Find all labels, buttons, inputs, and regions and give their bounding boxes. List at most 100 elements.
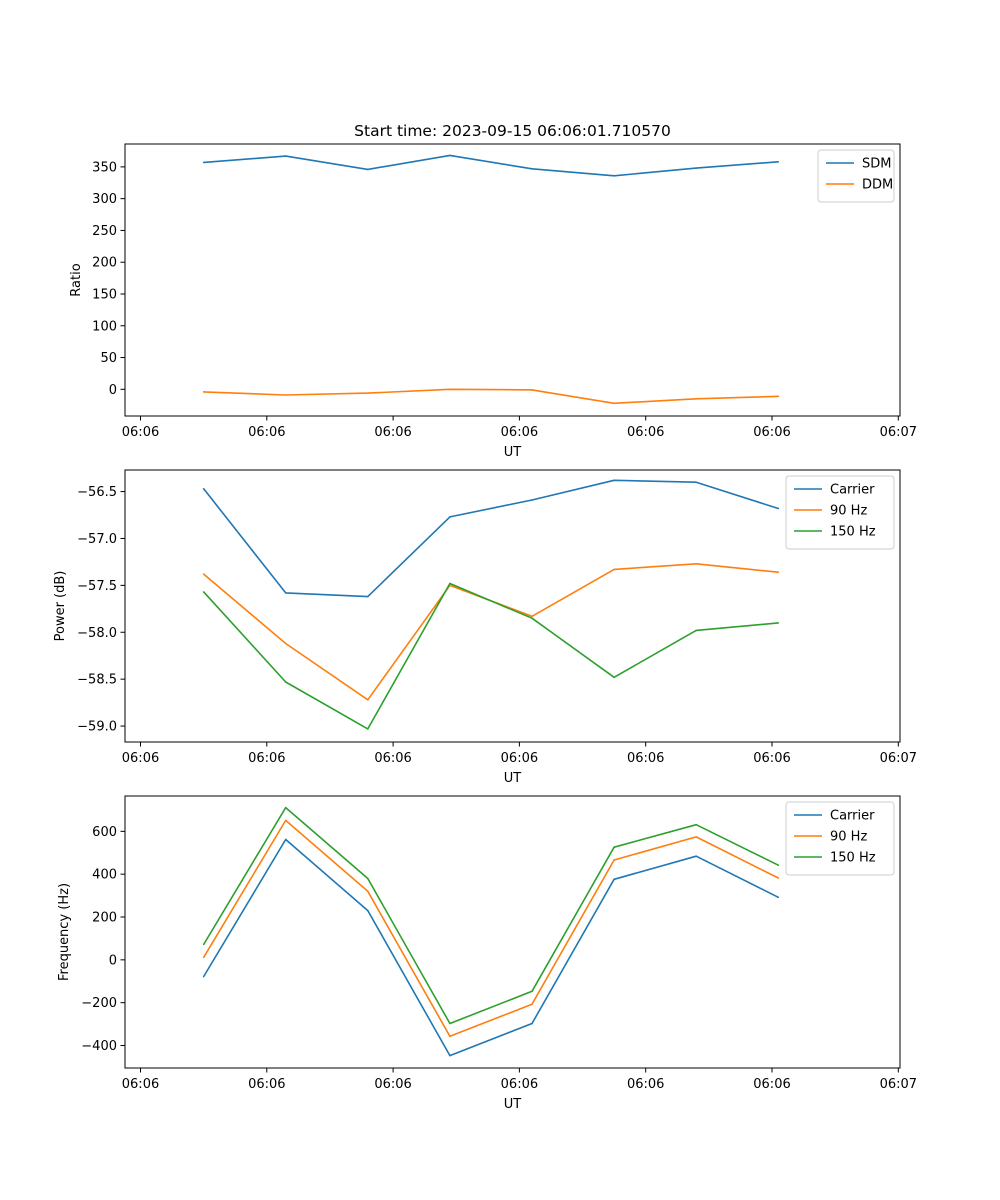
x-tick-label: 06:06 [501, 1077, 538, 1092]
x-tick-label: 06:06 [122, 1077, 159, 1092]
data-point [695, 562, 698, 565]
series-line-90-hz [203, 819, 779, 1038]
legend: Carrier 90 Hz 150 Hz [785, 801, 895, 876]
data-point [695, 855, 698, 857]
data-point [449, 582, 451, 585]
data-point [367, 392, 369, 394]
data-point [284, 806, 287, 809]
legend-label: Carrier [830, 483, 875, 498]
y-tick-label: −58.0 [77, 626, 117, 641]
data-point [777, 877, 780, 879]
legend-label: 90 Hz [830, 504, 867, 519]
data-point [449, 154, 451, 157]
y-tick-label: 150 [92, 287, 117, 302]
x-axis-label: UT [504, 1097, 522, 1112]
chart-title: Start time: 2023-09-15 06:06:01.710570 [354, 122, 671, 140]
data-point [613, 859, 615, 861]
data-point [531, 167, 533, 170]
data-point [695, 836, 698, 838]
data-point [777, 896, 780, 899]
data-point [695, 823, 698, 826]
x-tick-label: 06:06 [627, 1077, 664, 1092]
data-point [449, 1054, 451, 1057]
x-tick-label: 06:06 [753, 1077, 790, 1092]
data-point [613, 174, 615, 177]
x-tick-label: 06:07 [880, 425, 917, 440]
data-point [531, 990, 533, 993]
data-point [367, 728, 369, 730]
y-tick-label: −56.5 [77, 485, 117, 500]
y-tick-label: −59.0 [77, 720, 117, 735]
data-point [695, 167, 698, 169]
data-point [531, 389, 533, 391]
chart-panel-2: 06:06 06:06 06:06 06:06 06:06 06:06 06:07 −59.0… [53, 469, 917, 786]
y-tick-label: −200 [81, 996, 117, 1011]
legend: SDM DDM [817, 149, 895, 203]
y-tick-label: 600 [92, 825, 117, 840]
y-tick-label: 50 [100, 351, 117, 366]
data-point [284, 819, 287, 822]
legend-label: 90 Hz [830, 830, 867, 845]
y-tick-label: 100 [92, 319, 117, 334]
x-tick-label: 06:06 [374, 425, 411, 440]
data-point [284, 155, 287, 157]
y-tick-label: 300 [92, 192, 117, 207]
data-point [531, 1022, 533, 1025]
data-point [695, 398, 698, 400]
x-tick-label: 06:06 [753, 751, 790, 766]
data-point [202, 161, 205, 164]
legend: Carrier 90 Hz 150 Hz [785, 475, 895, 550]
data-point [449, 1035, 451, 1038]
y-tick-label: 200 [92, 911, 117, 926]
data-point [531, 499, 533, 501]
data-point [531, 617, 533, 619]
plot-area [124, 795, 901, 1069]
data-point [367, 877, 369, 880]
y-tick-label: 0 [109, 383, 117, 398]
chart-panel-3: 06:06 06:06 06:06 06:06 06:06 06:06 06:07 −400 −… [57, 795, 917, 1112]
data-point [202, 573, 205, 575]
data-point [449, 388, 451, 391]
y-tick-label: −57.0 [77, 532, 117, 547]
y-tick-label: 250 [92, 224, 117, 239]
chart-panel-1: 06:06 06:06 06:06 06:06 06:06 06:06 06:07 0 50 10… [69, 122, 917, 460]
data-point [777, 864, 780, 866]
y-tick-label: 350 [92, 160, 117, 175]
x-tick-label: 06:06 [374, 751, 411, 766]
data-point [202, 975, 205, 978]
y-tick-label: 400 [92, 868, 117, 883]
data-point [613, 846, 615, 848]
y-tick-label: −57.5 [77, 579, 117, 594]
series-line-150-hz [203, 582, 779, 730]
data-point [613, 676, 615, 679]
y-axis-label: Ratio [69, 263, 84, 296]
data-point [202, 591, 205, 593]
data-point [777, 622, 780, 624]
data-point [284, 838, 287, 841]
legend-label: DDM [862, 178, 893, 193]
data-point [613, 479, 615, 482]
data-point [777, 395, 780, 398]
x-tick-label: 06:06 [248, 751, 285, 766]
data-point [695, 481, 698, 483]
x-tick-label: 06:06 [248, 425, 285, 440]
legend-label: SDM [862, 157, 891, 172]
series-line-carrier [203, 838, 779, 1057]
y-tick-label: −58.5 [77, 673, 117, 688]
x-tick-label: 06:06 [501, 425, 538, 440]
y-tick-label: 0 [109, 953, 117, 968]
data-point [613, 878, 615, 881]
data-point [284, 681, 287, 683]
x-tick-label: 06:07 [880, 751, 917, 766]
plot-area [124, 469, 901, 743]
data-point [367, 168, 369, 171]
data-point [777, 160, 780, 163]
x-tick-label: 06:06 [374, 1077, 411, 1092]
data-point [613, 402, 615, 405]
data-point [531, 615, 533, 618]
data-point [367, 909, 369, 912]
data-point [367, 698, 369, 701]
data-point [449, 516, 451, 518]
data-point [777, 507, 780, 510]
